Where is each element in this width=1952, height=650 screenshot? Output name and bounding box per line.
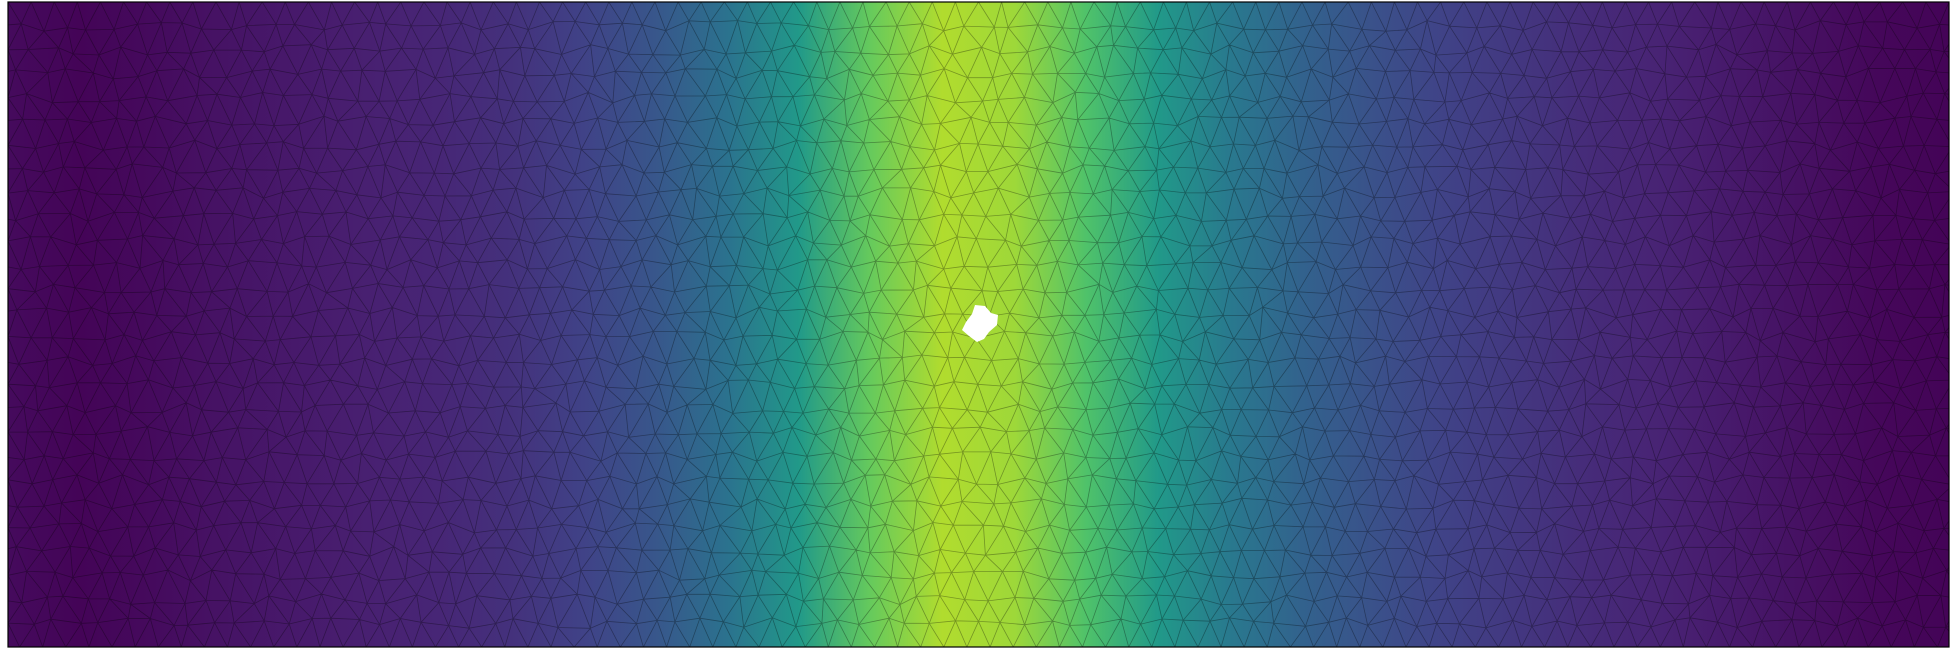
domain-frame: [7, 1, 1950, 648]
central-void: [962, 305, 998, 342]
